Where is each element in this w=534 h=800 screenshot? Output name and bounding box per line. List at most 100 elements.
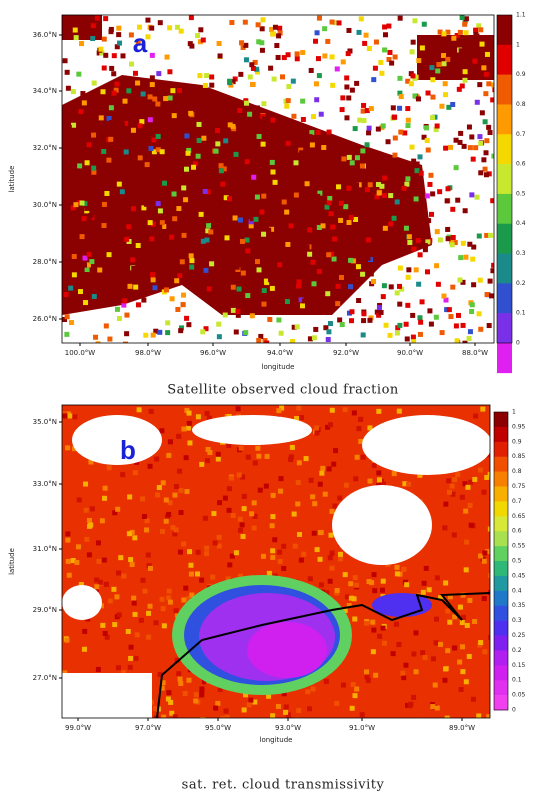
cell	[458, 277, 463, 282]
cell	[406, 482, 411, 487]
cell	[486, 81, 491, 86]
cell	[261, 302, 266, 307]
cell	[270, 118, 275, 123]
cell	[277, 262, 282, 267]
cell	[146, 611, 151, 616]
cell	[209, 83, 214, 88]
cell	[90, 36, 95, 41]
cell	[177, 273, 182, 278]
cell	[141, 91, 146, 96]
cell	[189, 15, 194, 20]
cell	[339, 201, 344, 206]
cell	[208, 229, 213, 234]
cell	[326, 337, 331, 342]
cell	[304, 456, 309, 461]
cell	[124, 149, 129, 154]
cell	[341, 683, 346, 688]
cell	[197, 138, 202, 143]
cell	[299, 415, 304, 420]
cell	[183, 586, 188, 591]
cell	[447, 490, 452, 495]
cell	[148, 220, 153, 225]
cell	[174, 608, 179, 613]
cell	[430, 115, 435, 120]
cell	[223, 138, 228, 143]
cell	[165, 55, 170, 60]
cell	[361, 318, 366, 323]
cell	[72, 414, 77, 419]
cell	[133, 656, 138, 661]
cell	[155, 492, 160, 497]
colorbar-swatch	[494, 650, 508, 665]
cell	[135, 81, 140, 86]
cell	[144, 202, 149, 207]
cell	[472, 59, 477, 64]
cell	[311, 687, 316, 692]
cell	[92, 81, 97, 86]
cell	[357, 30, 362, 35]
colorbar-swatch	[494, 591, 508, 606]
cell	[388, 221, 393, 226]
cell	[483, 167, 488, 172]
cell	[335, 588, 340, 593]
cell	[330, 566, 335, 571]
cell	[354, 200, 359, 205]
cell	[435, 706, 440, 711]
cell	[161, 480, 166, 485]
cell	[467, 125, 472, 130]
cell	[324, 205, 329, 210]
colorbar-label: 1	[512, 409, 516, 416]
colorbar-label: 0.05	[512, 692, 526, 699]
cell	[349, 309, 354, 314]
cell	[261, 554, 266, 559]
cell	[234, 152, 239, 157]
cell	[435, 68, 440, 73]
cell	[446, 186, 451, 191]
cell	[267, 300, 272, 305]
cell	[392, 153, 397, 158]
colorbar-swatch	[494, 531, 508, 546]
cell	[349, 318, 354, 323]
cell	[418, 320, 423, 325]
cell	[128, 557, 133, 562]
cell	[443, 146, 448, 151]
cell	[356, 249, 361, 254]
cell	[378, 60, 383, 65]
cell	[84, 537, 89, 542]
cell	[409, 81, 414, 86]
cell	[290, 445, 295, 450]
cell	[329, 211, 334, 216]
cell	[310, 494, 315, 499]
cell	[308, 134, 313, 139]
cell	[442, 525, 447, 530]
cell	[379, 310, 384, 315]
colorbar-label: 0.7	[516, 131, 526, 138]
cell	[63, 58, 68, 63]
cell	[443, 502, 448, 507]
cell	[418, 69, 423, 74]
cell	[271, 493, 276, 498]
cell	[113, 175, 118, 180]
cell	[320, 257, 325, 262]
cell	[93, 335, 98, 340]
cell	[395, 290, 400, 295]
cell	[218, 53, 223, 58]
cell	[238, 218, 243, 223]
cell	[488, 233, 493, 238]
cell	[441, 294, 446, 299]
cell	[467, 654, 472, 659]
cell	[72, 272, 77, 277]
cell	[259, 209, 264, 214]
cell	[455, 472, 460, 477]
cell	[365, 256, 370, 261]
cell	[482, 550, 487, 555]
cell	[451, 36, 456, 41]
cell	[261, 101, 266, 106]
cell	[241, 118, 246, 123]
cell	[386, 139, 391, 144]
colorbar-label: 1	[516, 41, 520, 48]
cell	[90, 506, 95, 511]
cell	[311, 281, 316, 286]
cell	[102, 172, 107, 177]
cell	[76, 72, 81, 77]
